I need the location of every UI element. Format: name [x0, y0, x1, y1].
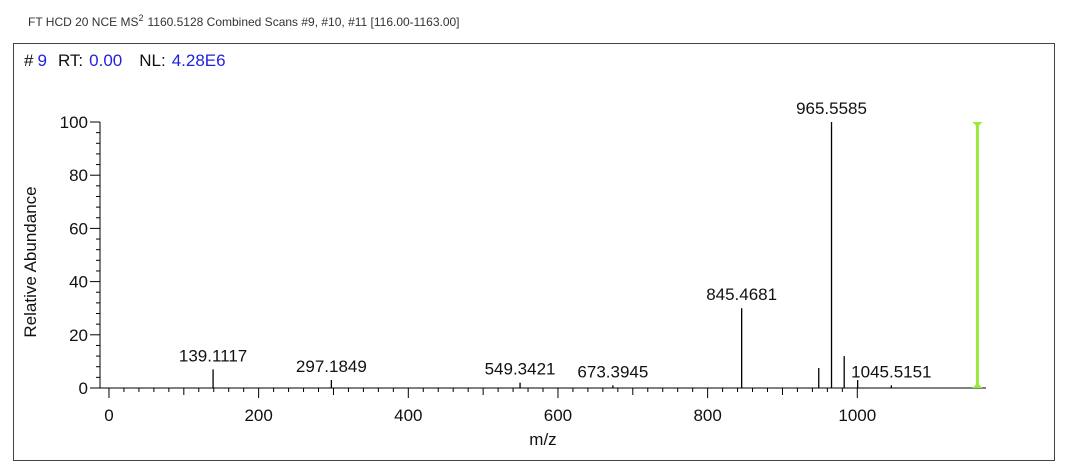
precursor-base — [972, 383, 983, 388]
y-tick-label: 60 — [69, 219, 88, 238]
y-tick-label: 40 — [69, 273, 88, 292]
header: FT HCD 20 NCE MS2 1160.5128 Combined Scan… — [28, 13, 460, 29]
x-tick-label: 800 — [693, 406, 721, 425]
header-rest: 1160.5128 Combined Scans #9, #10, #11 [1… — [147, 15, 459, 29]
x-axis-label: m/z — [529, 430, 556, 449]
peak-label: 297.1849 — [296, 357, 367, 376]
peak-label: 965.5585 — [796, 99, 867, 118]
y-tick-label: 20 — [69, 326, 88, 345]
peak-label: 845.4681 — [706, 285, 777, 304]
y-tick-label: 100 — [60, 113, 88, 132]
x-tick-label: 0 — [104, 406, 113, 425]
info: #9 RT: 0.00 NL: 4.28E6 — [24, 51, 226, 70]
nl: 4.28E6 — [172, 51, 226, 70]
header-superscript: 2 — [138, 13, 143, 23]
y-tick-label: 0 — [79, 379, 88, 398]
y-axis-label: Relative Abundance — [21, 186, 40, 337]
header-prefix: FT HCD 20 NCE MS — [28, 15, 138, 29]
x-tick-label: 400 — [394, 406, 422, 425]
peak-label: 673.3945 — [577, 362, 648, 381]
peak-label: 139.1117 — [179, 346, 247, 365]
precursor-cap — [972, 122, 983, 127]
x-tick-label: 1000 — [838, 406, 876, 425]
peak-label: 549.3421 — [485, 360, 556, 379]
x-tick-label: 200 — [244, 406, 272, 425]
nl-label: NL: — [139, 51, 165, 70]
scan-label: # — [24, 51, 34, 70]
scan: 9 — [37, 51, 46, 70]
frame — [13, 43, 1055, 461]
y-tick-label: 80 — [69, 166, 88, 185]
peak-label: 1045.5151 — [851, 362, 931, 381]
rt-label: RT: — [58, 51, 83, 70]
x-tick-label: 600 — [544, 406, 572, 425]
rt: 0.00 — [89, 51, 122, 70]
